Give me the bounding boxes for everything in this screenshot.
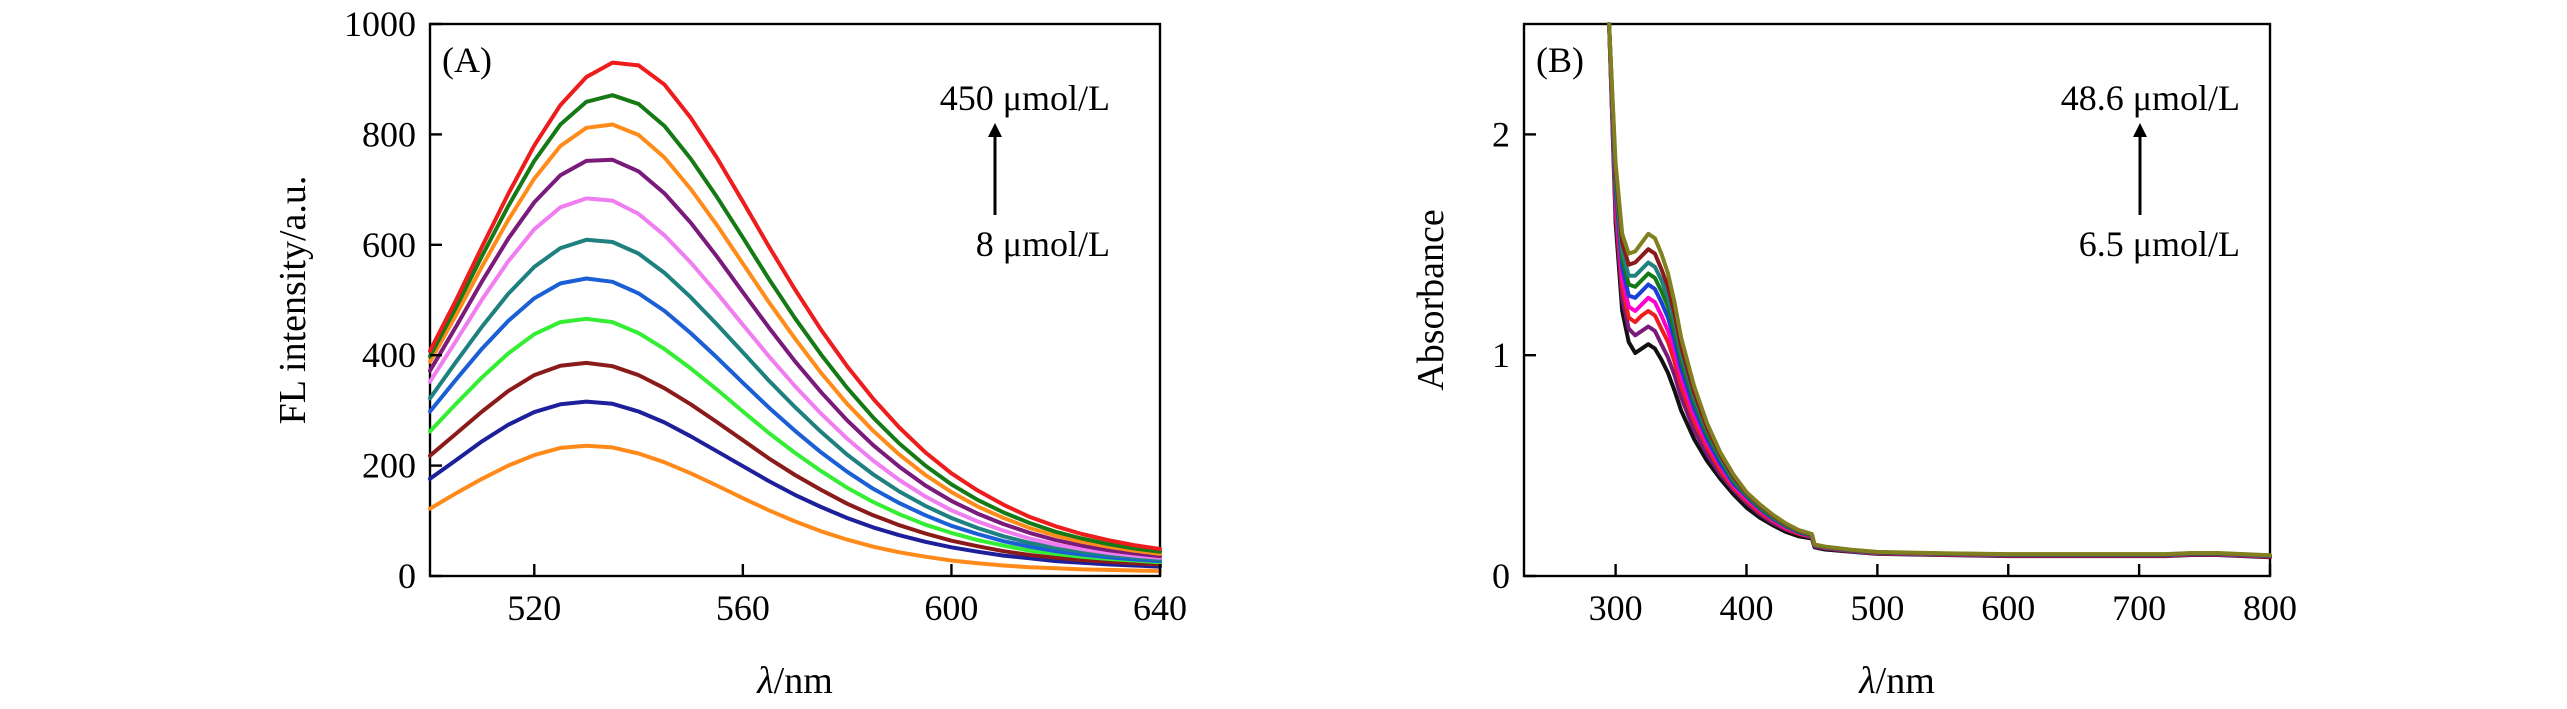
panel-a-series-line-3 — [428, 360, 1162, 567]
panel-a-y-tick-label: 1000 — [344, 4, 416, 44]
panel-a-series-line-7 — [428, 196, 1162, 560]
panel-a-series-line-8 — [428, 157, 1162, 559]
panel-b-x-tick-label: 400 — [1719, 588, 1773, 628]
panel-b-x-ticks: 300 400 500 600 700 800 — [1589, 564, 2297, 628]
panel-a-series-line-6 — [428, 237, 1162, 562]
panel-a-x-tick-label: 600 — [924, 588, 978, 628]
panel-a-y-ticks: 0 200 400 600 800 1000 — [344, 4, 442, 596]
panel-b-absorbance-chart: 300 400 500 600 700 800 0 1 2 (B) Absorbance λ/… — [1410, 22, 2297, 702]
panel-b-y-tick-label: 2 — [1492, 114, 1510, 154]
panel-a-curves — [428, 60, 1162, 573]
panel-b-y-tick-label: 0 — [1492, 556, 1510, 596]
panel-b-y-tick-label: 1 — [1492, 335, 1510, 375]
panel-b-label: (B) — [1536, 40, 1584, 80]
panel-b-y-ticks: 0 1 2 — [1492, 114, 1536, 596]
panel-b-x-axis-title: λ/nm — [1858, 660, 1935, 702]
panel-b-x-tick-label: 800 — [2243, 588, 2297, 628]
panel-b-series-line-9 — [1607, 22, 2272, 558]
panel-a-fluorescence-chart: 520 560 600 640 0 200 400 600 800 1000 (A) FL in… — [272, 4, 1187, 702]
panel-a-y-tick-label: 400 — [362, 335, 416, 375]
panel-b-y-axis-title: Absorbance — [1410, 209, 1452, 390]
panel-a-x-axis-title: λ/nm — [756, 660, 833, 702]
panel-a-annotation-low: 8 μmol/L — [976, 224, 1110, 264]
panel-b-x-tick-label: 600 — [1981, 588, 2035, 628]
panel-b-annotation-low: 6.5 μmol/L — [2079, 224, 2240, 264]
panel-a-series-line-4 — [428, 316, 1162, 565]
panel-a-label: (A) — [442, 40, 492, 80]
panel-b-annotation-high: 48.6 μmol/L — [2061, 78, 2240, 118]
panel-a-x-tick-label: 520 — [507, 588, 561, 628]
panel-a-x-axis-symbol: λ — [756, 660, 773, 702]
panel-a-series-line-9 — [428, 122, 1162, 556]
panel-a-x-ticks: 520 560 600 640 — [507, 564, 1187, 628]
panel-b-x-axis-unit: /nm — [1876, 660, 1935, 702]
panel-b-x-tick-label: 500 — [1850, 588, 1904, 628]
panel-a-series-line-11 — [428, 60, 1162, 551]
panel-a-series-line-2 — [428, 399, 1162, 569]
panel-b-x-tick-label: 700 — [2112, 588, 2166, 628]
panel-a-series-line-10 — [428, 93, 1162, 554]
panel-a-series-line-1 — [428, 443, 1162, 573]
panel-a-y-tick-label: 0 — [398, 556, 416, 596]
panel-a-y-tick-label: 600 — [362, 225, 416, 265]
panel-a-plot-frame — [428, 22, 1162, 578]
panel-a-y-axis-title: FL intensity/a.u. — [272, 176, 314, 425]
panel-a-x-axis-unit: /nm — [774, 660, 833, 702]
panel-b-x-axis-symbol: λ — [1858, 660, 1875, 702]
panel-a-y-tick-label: 800 — [362, 114, 416, 154]
panel-a-x-tick-label: 560 — [716, 588, 770, 628]
panel-a-series-line-5 — [428, 276, 1162, 564]
panel-a-y-tick-label: 200 — [362, 446, 416, 486]
panel-b-x-tick-label: 300 — [1589, 588, 1643, 628]
panel-b-curves — [1607, 22, 2272, 560]
panel-b-plot-frame — [1522, 22, 2272, 578]
panel-a-annotation-high: 450 μmol/L — [940, 78, 1110, 118]
panel-a-x-tick-label: 640 — [1133, 588, 1187, 628]
